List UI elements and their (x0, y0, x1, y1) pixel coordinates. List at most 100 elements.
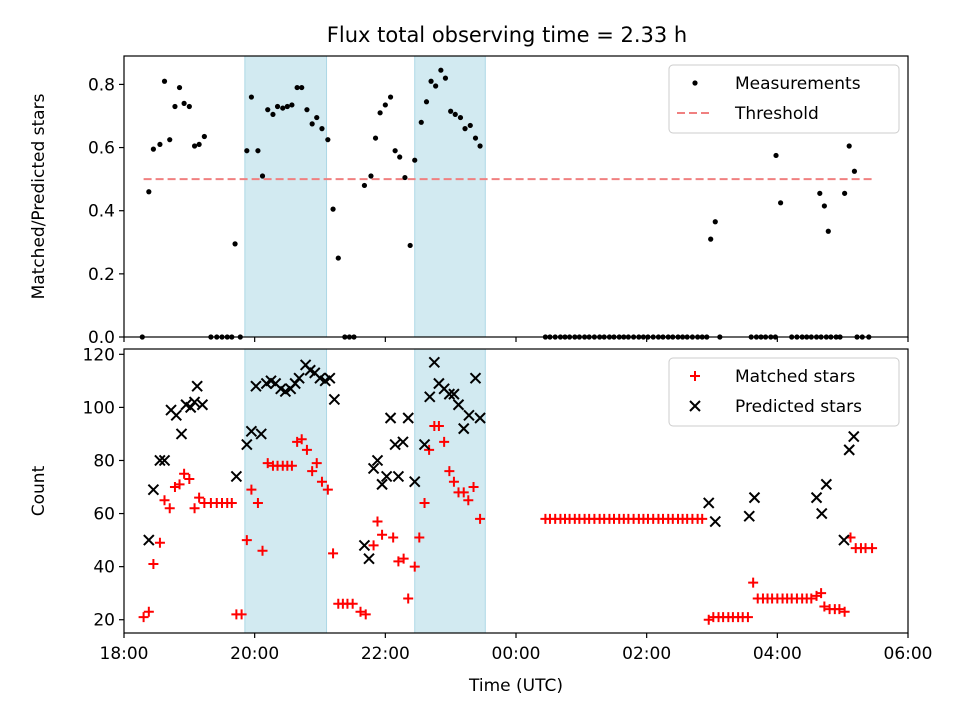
predicted-star-point (293, 372, 305, 384)
legend-marker-measurements (692, 80, 698, 86)
measurement-point (418, 119, 424, 125)
measurement-point (423, 99, 430, 105)
matched-star-point (316, 476, 327, 487)
predicted-star-point (363, 552, 375, 565)
measurement-point (433, 83, 439, 89)
xlabel: Time (UTC) (468, 676, 563, 696)
xtick-label: 06:00 (884, 644, 933, 664)
predicted-star-point (147, 483, 160, 496)
matched-star-point (468, 482, 479, 493)
predicted-star-point (170, 409, 182, 422)
matched-star-point (867, 543, 878, 554)
measurement-point (382, 102, 388, 108)
predicted-star-point (402, 412, 414, 424)
predicted-star-point (196, 399, 209, 411)
measurement-point (477, 143, 483, 149)
matched-star-point (393, 556, 404, 567)
measurement-point (448, 108, 454, 114)
legend-label: Matched stars (735, 367, 855, 387)
measurement-point (181, 100, 187, 106)
predicted-star-point (380, 470, 393, 483)
predicted-star-point (367, 462, 380, 475)
matched-star-point (388, 532, 399, 543)
predicted-star-point (175, 428, 188, 440)
predicted-star-point (371, 454, 384, 467)
bottom-ytick-label: 120 (83, 345, 115, 365)
measurement-point (428, 78, 434, 84)
top-ytick-label: 0.8 (88, 75, 115, 95)
top-panel: 0.0 0.2 0.4 0.6 0.8 Matched/Predicted stars Me… (29, 55, 909, 348)
matched-star-point (138, 612, 149, 623)
matched-star-point (189, 503, 200, 514)
measurement-point (167, 137, 173, 143)
measurement-point (825, 228, 831, 234)
predicted-star-point (816, 507, 828, 520)
matched-star-point (241, 535, 252, 546)
predicted-star-point (463, 409, 475, 422)
measurement-point (442, 75, 449, 81)
measurement-point (377, 110, 383, 116)
legend-label: Measurements (735, 74, 861, 94)
top-ylabel: Matched/Predicted stars (29, 93, 49, 299)
top-ytick-label: 0.6 (88, 139, 115, 159)
predicted-star-point (838, 534, 850, 546)
measurement-point (330, 206, 336, 212)
predicted-star-point (703, 497, 715, 509)
measurement-point (846, 143, 852, 149)
measurement-point (196, 141, 202, 148)
predicted-star-point (474, 412, 486, 424)
top-shaded-interval-1 (414, 55, 486, 338)
predicted-star-point (154, 454, 166, 467)
measurement-point (270, 111, 276, 118)
bottom-series-predicted-stars (143, 356, 860, 565)
matched-star-point (360, 609, 371, 620)
predicted-star-point (843, 444, 855, 456)
matched-star-point (839, 606, 850, 617)
matched-star-point (409, 561, 420, 572)
measurement-point (172, 103, 178, 110)
measurement-point (392, 148, 398, 154)
matched-star-point (819, 601, 830, 612)
measurement-point (157, 141, 163, 148)
matched-star-point (697, 513, 708, 524)
matched-star-point (143, 606, 154, 617)
measurement-point (372, 135, 379, 141)
measurement-point (319, 126, 325, 132)
measurement-point (472, 135, 479, 141)
matched-star-point (377, 529, 388, 540)
measurement-point (299, 84, 305, 91)
figure-title: Flux total observing time = 2.33 h (327, 23, 687, 47)
measurement-point (712, 219, 718, 225)
xtick-label: 02:00 (622, 644, 671, 664)
top-shaded-interval-0 (244, 55, 328, 338)
matched-star-point (444, 466, 455, 477)
predicted-star-point (748, 491, 761, 504)
predicted-star-point (158, 454, 171, 467)
matched-star-point (347, 598, 358, 609)
predicted-star-point (230, 470, 243, 483)
matched-star-point (262, 458, 273, 469)
measurement-point (817, 190, 823, 196)
measurement-point (146, 189, 152, 195)
measurement-point (186, 103, 192, 110)
top-ytick-label: 0.2 (88, 265, 115, 285)
predicted-star-point (448, 388, 460, 400)
measurement-point (851, 168, 858, 174)
matched-star-point (368, 540, 379, 551)
matched-star-point (372, 516, 383, 527)
matched-star-point (322, 484, 333, 495)
bottom-ytick-label: 60 (93, 505, 115, 525)
matched-star-point (806, 593, 817, 604)
matched-star-point (226, 497, 237, 508)
matched-star-point (834, 604, 845, 615)
measurement-point (265, 107, 271, 113)
top-legend: Measurements Threshold (668, 64, 900, 134)
bottom-legend: Matched stars Predicted stars (668, 357, 900, 427)
measurement-point (778, 200, 784, 206)
bottom-ytick-label: 40 (93, 558, 115, 578)
measurement-point (402, 174, 408, 181)
measurement-point (361, 182, 368, 189)
predicted-star-point (709, 515, 721, 528)
matched-star-point (301, 444, 312, 455)
measurement-point (438, 67, 444, 73)
